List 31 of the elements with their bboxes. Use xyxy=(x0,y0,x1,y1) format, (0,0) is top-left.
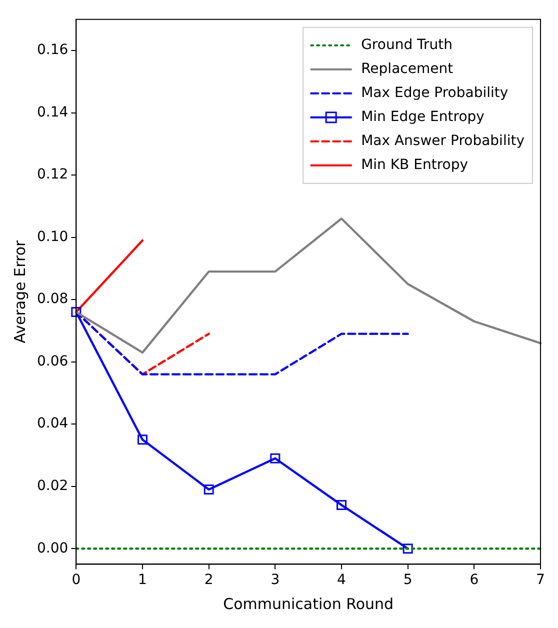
legend-label: Ground Truth xyxy=(361,37,453,54)
legend-label: Min Edge Entropy xyxy=(361,109,484,126)
legend-label: Min KB Entropy xyxy=(361,157,468,174)
x-tick-label: 3 xyxy=(270,572,280,588)
point xyxy=(204,484,214,494)
point xyxy=(270,453,280,464)
y-tick-label: 0.16 xyxy=(37,42,68,58)
legend-label: Max Edge Probability xyxy=(361,85,508,102)
y-tick-label: 0.06 xyxy=(37,353,68,370)
x-tick-label: 5 xyxy=(403,572,412,588)
point xyxy=(336,500,346,510)
y-tick-label: 0.14 xyxy=(37,104,68,120)
x-tick-label: 1 xyxy=(138,572,147,588)
y-tick-label: 0.04 xyxy=(37,416,68,432)
y-axis-title: Average Error xyxy=(10,240,29,344)
x-tick-label: 7 xyxy=(536,572,545,588)
legend-label: Replacement xyxy=(361,61,454,78)
point xyxy=(138,434,148,445)
x-tick-label: 6 xyxy=(470,572,479,588)
x-tick-label: 2 xyxy=(204,572,214,588)
y-tick-label: 0.10 xyxy=(37,228,68,245)
point xyxy=(71,307,82,318)
y-tick-label: 0.00 xyxy=(37,540,68,556)
x-tick-label: 0 xyxy=(72,572,81,588)
point xyxy=(402,544,413,554)
y-tick-label: 0.08 xyxy=(37,291,68,308)
x-tick-label: 4 xyxy=(337,572,346,588)
legend-label: Max Answer Probability xyxy=(361,133,525,150)
x-axis-title: Communication Round xyxy=(223,594,394,613)
y-tick-label: 0.12 xyxy=(37,166,68,183)
y-tick-label: 0.02 xyxy=(37,478,68,494)
